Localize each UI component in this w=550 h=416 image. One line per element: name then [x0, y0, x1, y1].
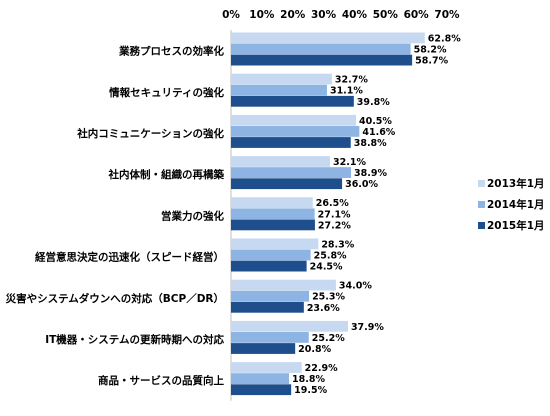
category-label: 災害やシステムダウンへの対応（BCP／DR）	[6, 292, 224, 305]
bar	[231, 373, 290, 384]
data-label: 31.1%	[330, 86, 363, 97]
category-group: 経営意思決定の迅速化（スピード経営） 28.3%25.8%24.5%	[35, 238, 355, 273]
category-group: 社内コミュニケーションの強化 40.5%41.6%38.8%	[76, 114, 396, 149]
x-axis-ticks: 0% 10% 20% 30% 40% 50% 60% 70%	[222, 9, 460, 21]
bar	[231, 384, 292, 396]
bar	[231, 238, 319, 250]
legend-swatch	[478, 180, 485, 187]
category-group: IT機器・システムの更新時期への対応 37.9% 25.2%20.8%	[45, 320, 384, 355]
data-label: 40.5%	[359, 116, 392, 127]
bar	[231, 126, 360, 137]
data-label: 27.2%	[318, 220, 351, 231]
data-label: 27.1%	[318, 209, 351, 220]
legend-swatch	[478, 222, 485, 229]
bar	[231, 290, 310, 302]
category-label: 営業力の強化	[161, 209, 224, 222]
data-label: 62.8%	[428, 33, 461, 44]
bar	[231, 343, 296, 354]
data-label: 58.2%	[414, 45, 447, 56]
data-label: 18.8%	[292, 374, 325, 385]
x-tick-label: 70%	[434, 9, 460, 21]
bar	[231, 301, 304, 313]
data-label: 20.8%	[298, 344, 331, 355]
category-label: 社内体制・組織の再構築	[108, 168, 225, 181]
bar	[231, 197, 313, 209]
data-label: 37.9%	[351, 322, 384, 333]
data-label: 41.6%	[362, 127, 395, 138]
x-tick-label: 50%	[373, 9, 399, 21]
category-group: 社内体制・組織の再構築 32.1%38.9%36.0%	[108, 156, 387, 190]
bar	[231, 156, 331, 167]
legend-label: 2013年1月	[487, 177, 545, 190]
bar	[231, 249, 311, 261]
bar	[231, 260, 307, 272]
category-label: 社内コミュニケーションの強化	[76, 127, 224, 140]
data-label: 24.5%	[310, 262, 343, 273]
legend-label: 2014年1月	[487, 198, 545, 211]
data-label: 26.5%	[316, 198, 349, 209]
legend-label: 2015年1月	[487, 219, 545, 232]
bar	[231, 43, 411, 55]
data-label: 58.7%	[415, 56, 448, 67]
category-group: 商品・サービスの品質向上 22.9%18.8%19.5%	[98, 362, 338, 396]
legend: 2013年1月 2014年1月 2015年1月	[478, 177, 545, 232]
bar	[231, 332, 309, 343]
data-label: 38.9%	[354, 168, 387, 179]
x-tick-label: 60%	[404, 9, 430, 21]
bar	[231, 362, 302, 373]
x-tick-label: 30%	[311, 9, 337, 21]
category-label: 経営意思決定の迅速化（スピード経営）	[35, 251, 224, 264]
category-group: 情報セキュリティの強化 32.7%31.1%39.8%	[109, 73, 390, 108]
x-tick-label: 40%	[342, 9, 368, 21]
x-tick-label: 10%	[249, 9, 275, 21]
data-label: 23.6%	[307, 303, 340, 314]
category-group: 営業力の強化 26.5%27.1%27.2%	[161, 197, 351, 231]
category-label: 情報セキュリティの強化	[109, 86, 224, 99]
data-label: 38.8%	[354, 138, 387, 149]
bar	[231, 137, 351, 148]
category-label: 業務プロセスの効率化	[118, 45, 224, 58]
category-label: 商品・サービスの品質向上	[98, 374, 224, 387]
data-label: 32.1%	[333, 157, 366, 168]
bar	[231, 84, 327, 96]
category-group: 災害やシステムダウンへの対応（BCP／DR） 34.0%25.3%23.6%	[6, 279, 372, 314]
legend-item: 2015年1月	[478, 219, 545, 232]
category-label: IT機器・システムの更新時期への対応	[45, 333, 224, 346]
category-group: 業務プロセスの効率化 62.8%58.2%58.7%	[118, 32, 461, 67]
legend-swatch	[478, 201, 485, 208]
data-label: 39.8%	[357, 97, 390, 108]
bar	[231, 167, 352, 178]
data-label: 25.8%	[314, 251, 347, 262]
bar	[231, 32, 425, 44]
x-tick-label: 0%	[222, 9, 240, 21]
bar	[231, 54, 413, 66]
data-label: 19.5%	[294, 385, 327, 396]
legend-item: 2013年1月	[478, 177, 545, 190]
bar	[231, 114, 356, 126]
data-label: 32.7%	[335, 75, 368, 86]
data-label: 25.2%	[312, 333, 345, 344]
data-label: 28.3%	[321, 239, 354, 250]
bar-groups: 業務プロセスの効率化 62.8%58.2%58.7% 情報セキュリティの強化 32.7…	[6, 32, 461, 396]
bar	[231, 95, 354, 107]
bar	[231, 320, 348, 332]
legend-item: 2014年1月	[478, 198, 545, 211]
bar	[231, 208, 315, 220]
data-label: 22.9%	[305, 363, 338, 374]
bar	[231, 279, 336, 291]
data-label: 25.3%	[312, 292, 345, 303]
data-label: 34.0%	[339, 281, 372, 292]
data-label: 36.0%	[345, 179, 378, 190]
bar	[231, 73, 332, 85]
bar	[231, 178, 343, 190]
bar	[231, 219, 315, 231]
x-tick-label: 20%	[280, 9, 306, 21]
